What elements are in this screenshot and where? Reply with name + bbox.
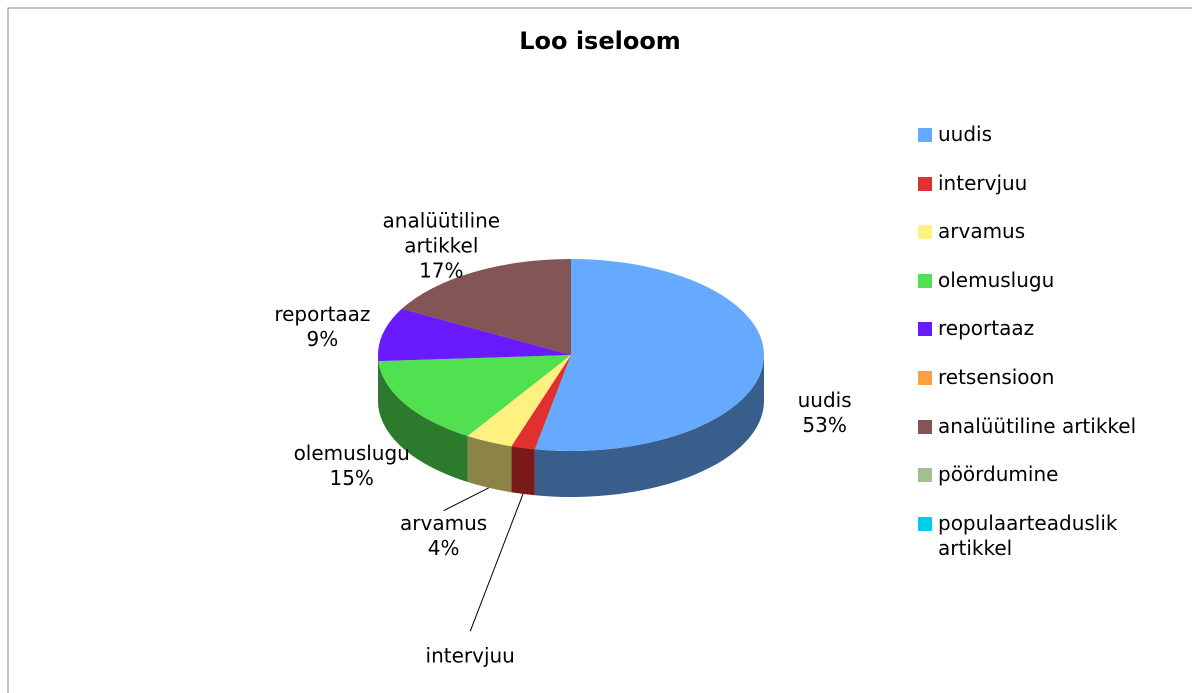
legend-label: arvamus: [938, 219, 1026, 244]
leader-line: [469, 493, 524, 632]
data-label: intervjuu: [425, 644, 515, 669]
leader-line: [443, 487, 490, 512]
legend-label: populaarteaduslik artikkel: [938, 510, 1118, 560]
data-label: arvamus 4%: [359, 511, 529, 561]
slice: [511, 355, 571, 450]
legend-swatch: [918, 468, 932, 483]
label-value: 15%: [329, 465, 374, 490]
legend-swatch: [918, 371, 932, 385]
slice: [377, 308, 571, 362]
legend-swatch: [918, 516, 932, 531]
data-label: uudis 53%: [740, 388, 910, 438]
label-category: olemuslugu: [293, 440, 410, 465]
slice-side: [467, 436, 512, 493]
label-value: 17%: [419, 258, 464, 283]
slice: [401, 259, 571, 355]
legend-label: uudis: [938, 122, 993, 146]
legend-swatch: [918, 273, 932, 288]
legend-swatch: [918, 225, 932, 240]
label-category: reportaaz: [274, 302, 371, 327]
legend-swatch: [918, 419, 932, 434]
slice: [378, 355, 571, 437]
slice: [467, 355, 571, 447]
label-category: arvamus: [400, 510, 488, 535]
data-label: analüütiline artikkel 17%: [356, 208, 526, 283]
slice: [534, 259, 764, 451]
label-category: analüütiline artikkel: [382, 208, 501, 258]
chart-title: Loo iseloom: [519, 27, 681, 55]
data-label: reportaaz 9%: [237, 302, 407, 352]
legend-swatch: [918, 176, 932, 191]
legend-swatch: [918, 128, 932, 142]
slice-side: [511, 446, 535, 496]
slice-side: [378, 361, 468, 483]
legend-swatch: [918, 322, 932, 337]
legend-label: pöördumine: [938, 462, 1059, 487]
legend-label: retsensioon: [938, 365, 1055, 389]
data-label: olemuslugu 15%: [267, 441, 437, 491]
label-category: uudis: [797, 387, 852, 412]
legend-label: olemuslugu: [938, 267, 1055, 292]
legend-label: reportaaz: [938, 316, 1035, 341]
label-value: 9%: [306, 327, 339, 352]
label-category: intervjuu: [425, 643, 515, 668]
legend-label: intervjuu: [938, 170, 1028, 195]
label-value: 4%: [427, 535, 460, 560]
label-value: 53%: [802, 412, 847, 437]
legend-label: analüütiline artikkel: [938, 413, 1137, 438]
slice-side: [534, 355, 764, 497]
